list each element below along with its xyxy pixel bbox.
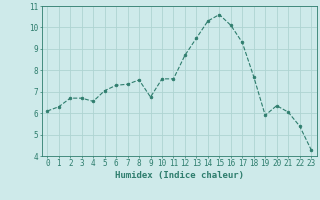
X-axis label: Humidex (Indice chaleur): Humidex (Indice chaleur) bbox=[115, 171, 244, 180]
